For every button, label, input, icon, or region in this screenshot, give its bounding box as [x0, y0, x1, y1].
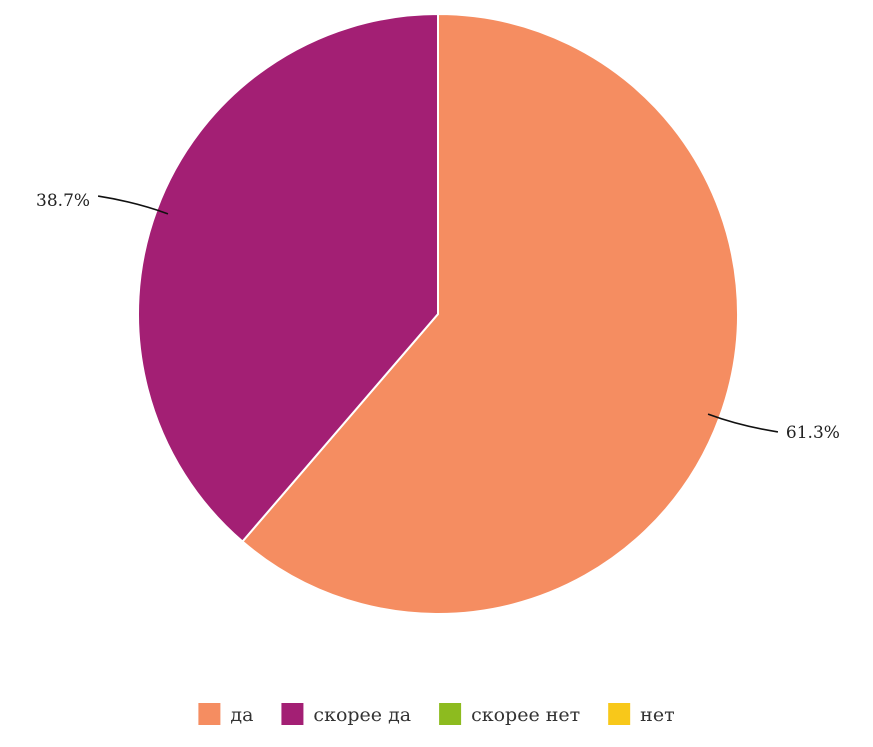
legend-label-net: нет: [640, 704, 674, 726]
legend-label-da: да: [230, 704, 253, 726]
legend-item-skoree-net[interactable]: скорее нет: [439, 703, 580, 726]
legend-label-skoree-da: скорее да: [313, 704, 411, 726]
pie-slices: [137, 12, 739, 615]
slice-label-da: 61.3%: [786, 423, 840, 443]
leader-line-da: [707, 413, 779, 433]
legend-swatch-skoree-net: [439, 703, 462, 725]
legend-item-skoree-da[interactable]: скорее да: [281, 703, 411, 726]
legend-swatch-net: [608, 703, 631, 725]
slice-label-skoree-da: 38.7%: [36, 191, 90, 211]
legend-swatch-skoree-da: [281, 703, 304, 725]
legend-label-skoree-net: скорее нет: [471, 704, 580, 726]
label-leader-lines: [97, 195, 779, 433]
legend-swatch-da: [198, 703, 221, 725]
leader-line-skoree-da: [97, 195, 169, 215]
legend-item-net[interactable]: нет: [608, 703, 675, 726]
slice-labels: 61.3% 38.7%: [36, 191, 840, 443]
legend: да скорее да скорее нет нет: [198, 703, 675, 726]
legend-item-da[interactable]: да: [198, 703, 253, 726]
